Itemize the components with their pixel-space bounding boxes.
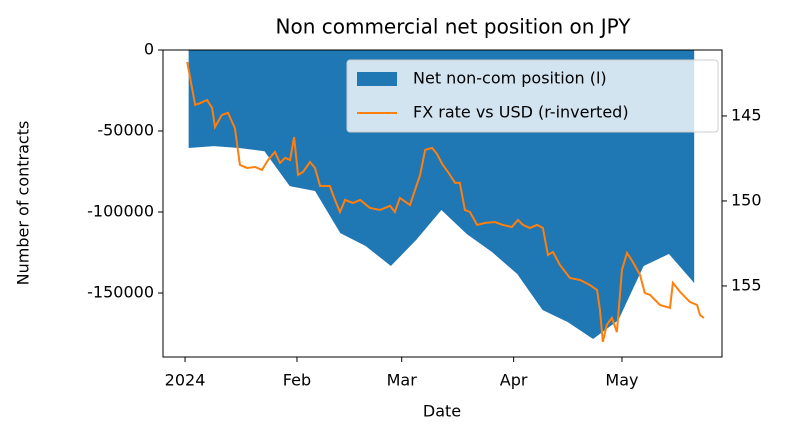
y-tick-label: -50000 [97,121,154,140]
y-tick-label: -100000 [87,202,154,221]
y-axis-label: Number of contracts [14,121,33,286]
legend-box [346,59,719,133]
legend-label: FX rate vs USD (r-inverted) [413,103,629,122]
legend-label: Net non-com position (l) [413,69,607,88]
x-axis-label: Date [423,402,461,421]
x-tick-label: 2024 [165,371,206,390]
x-tick-label: Apr [500,371,528,390]
plot-frame [162,49,723,358]
legend-swatch [357,72,397,86]
y2-tick-label: 145 [731,105,762,124]
chart-title: Non commercial net position on JPY [276,15,632,39]
x-tick-label: Mar [387,371,418,390]
y-tick-label: -150000 [87,283,154,302]
y2-tick-label: 150 [731,190,762,209]
x-tick-label: Feb [283,371,311,390]
y-tick-label: 0 [144,40,154,59]
x-tick-label: May [605,371,638,390]
line [186,61,705,343]
y2-tick-label: 155 [731,275,762,294]
